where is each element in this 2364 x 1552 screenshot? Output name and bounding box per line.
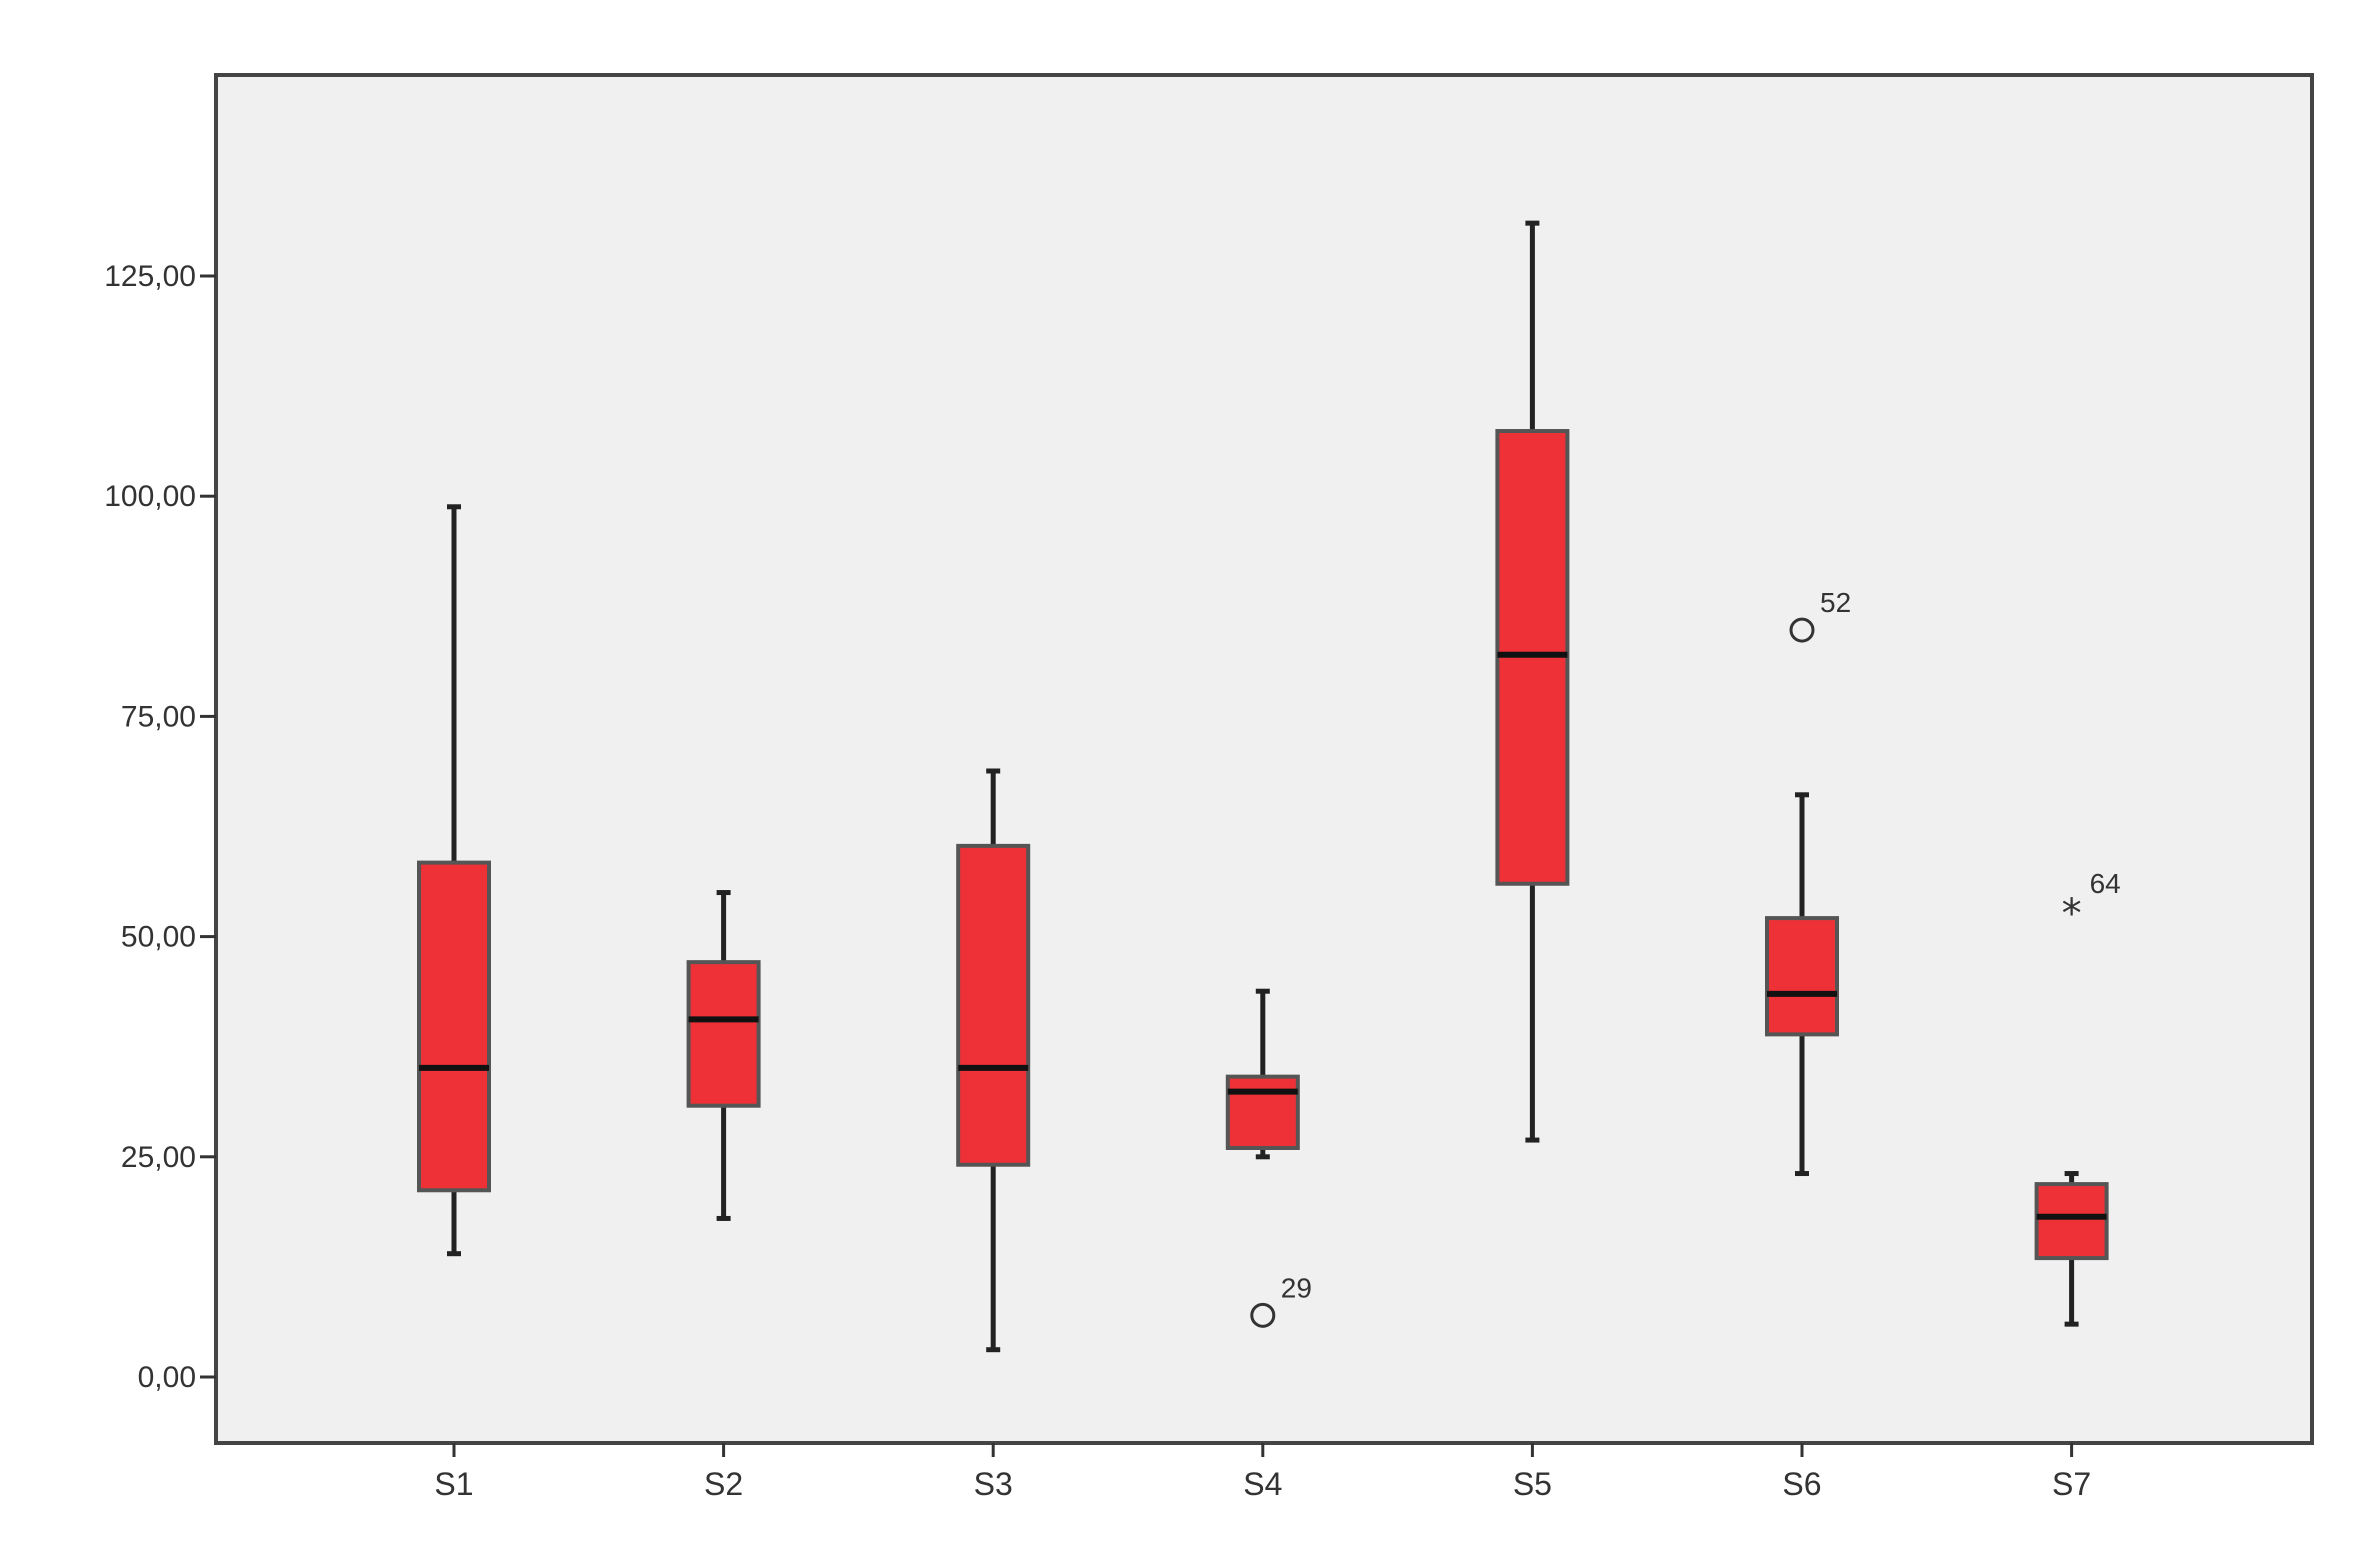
y-axis: 0,00 25,00 50,00 75,00 100,00 125,00 <box>104 260 216 1394</box>
outlier-label: 52 <box>1820 587 1851 618</box>
box-s5 <box>1495 220 1570 1143</box>
box-s6: 52 <box>1765 587 1851 1177</box>
box-s7: * 64 <box>2034 868 2121 1327</box>
x-tick-label: S7 <box>2052 1466 2091 1502</box>
iqr-box <box>956 843 1031 1167</box>
box-s2 <box>686 890 761 1221</box>
iqr-box <box>686 960 761 1108</box>
boxes: 29 52 * 64 <box>417 220 2121 1353</box>
y-tick-label: 25,00 <box>121 1141 196 1174</box>
y-tick-label: 125,00 <box>104 260 196 293</box>
outlier-marker <box>1789 617 1815 643</box>
box-s3 <box>956 768 1031 1353</box>
box-s1 <box>417 504 491 1257</box>
x-tick-label: S1 <box>434 1466 473 1502</box>
iqr-box <box>417 860 491 1193</box>
iqr-box <box>2034 1182 2109 1261</box>
outlier-marker <box>1250 1302 1276 1328</box>
y-tick-label: 0,00 <box>138 1361 196 1394</box>
x-axis: S1 S2 S3 S4 S5 S6 S7 <box>434 1443 2091 1502</box>
iqr-box <box>1225 1074 1300 1150</box>
x-tick-label: S2 <box>704 1466 743 1502</box>
x-tick-label: S6 <box>1782 1466 1821 1502</box>
iqr-box <box>1765 916 1839 1037</box>
x-tick-label: S3 <box>974 1466 1013 1502</box>
outlier-label: 64 <box>2090 868 2121 899</box>
y-tick-label: 75,00 <box>121 700 196 733</box>
plot-area <box>214 73 2314 1445</box>
y-tick-label: 100,00 <box>104 480 196 513</box>
extreme-marker: * <box>2062 891 2082 937</box>
box-s4: 29 <box>1225 988 1312 1328</box>
x-tick-label: S5 <box>1513 1466 1552 1502</box>
outlier-label: 29 <box>1281 1272 1312 1303</box>
x-tick-label: S4 <box>1243 1466 1282 1502</box>
y-tick-label: 50,00 <box>121 921 196 954</box>
